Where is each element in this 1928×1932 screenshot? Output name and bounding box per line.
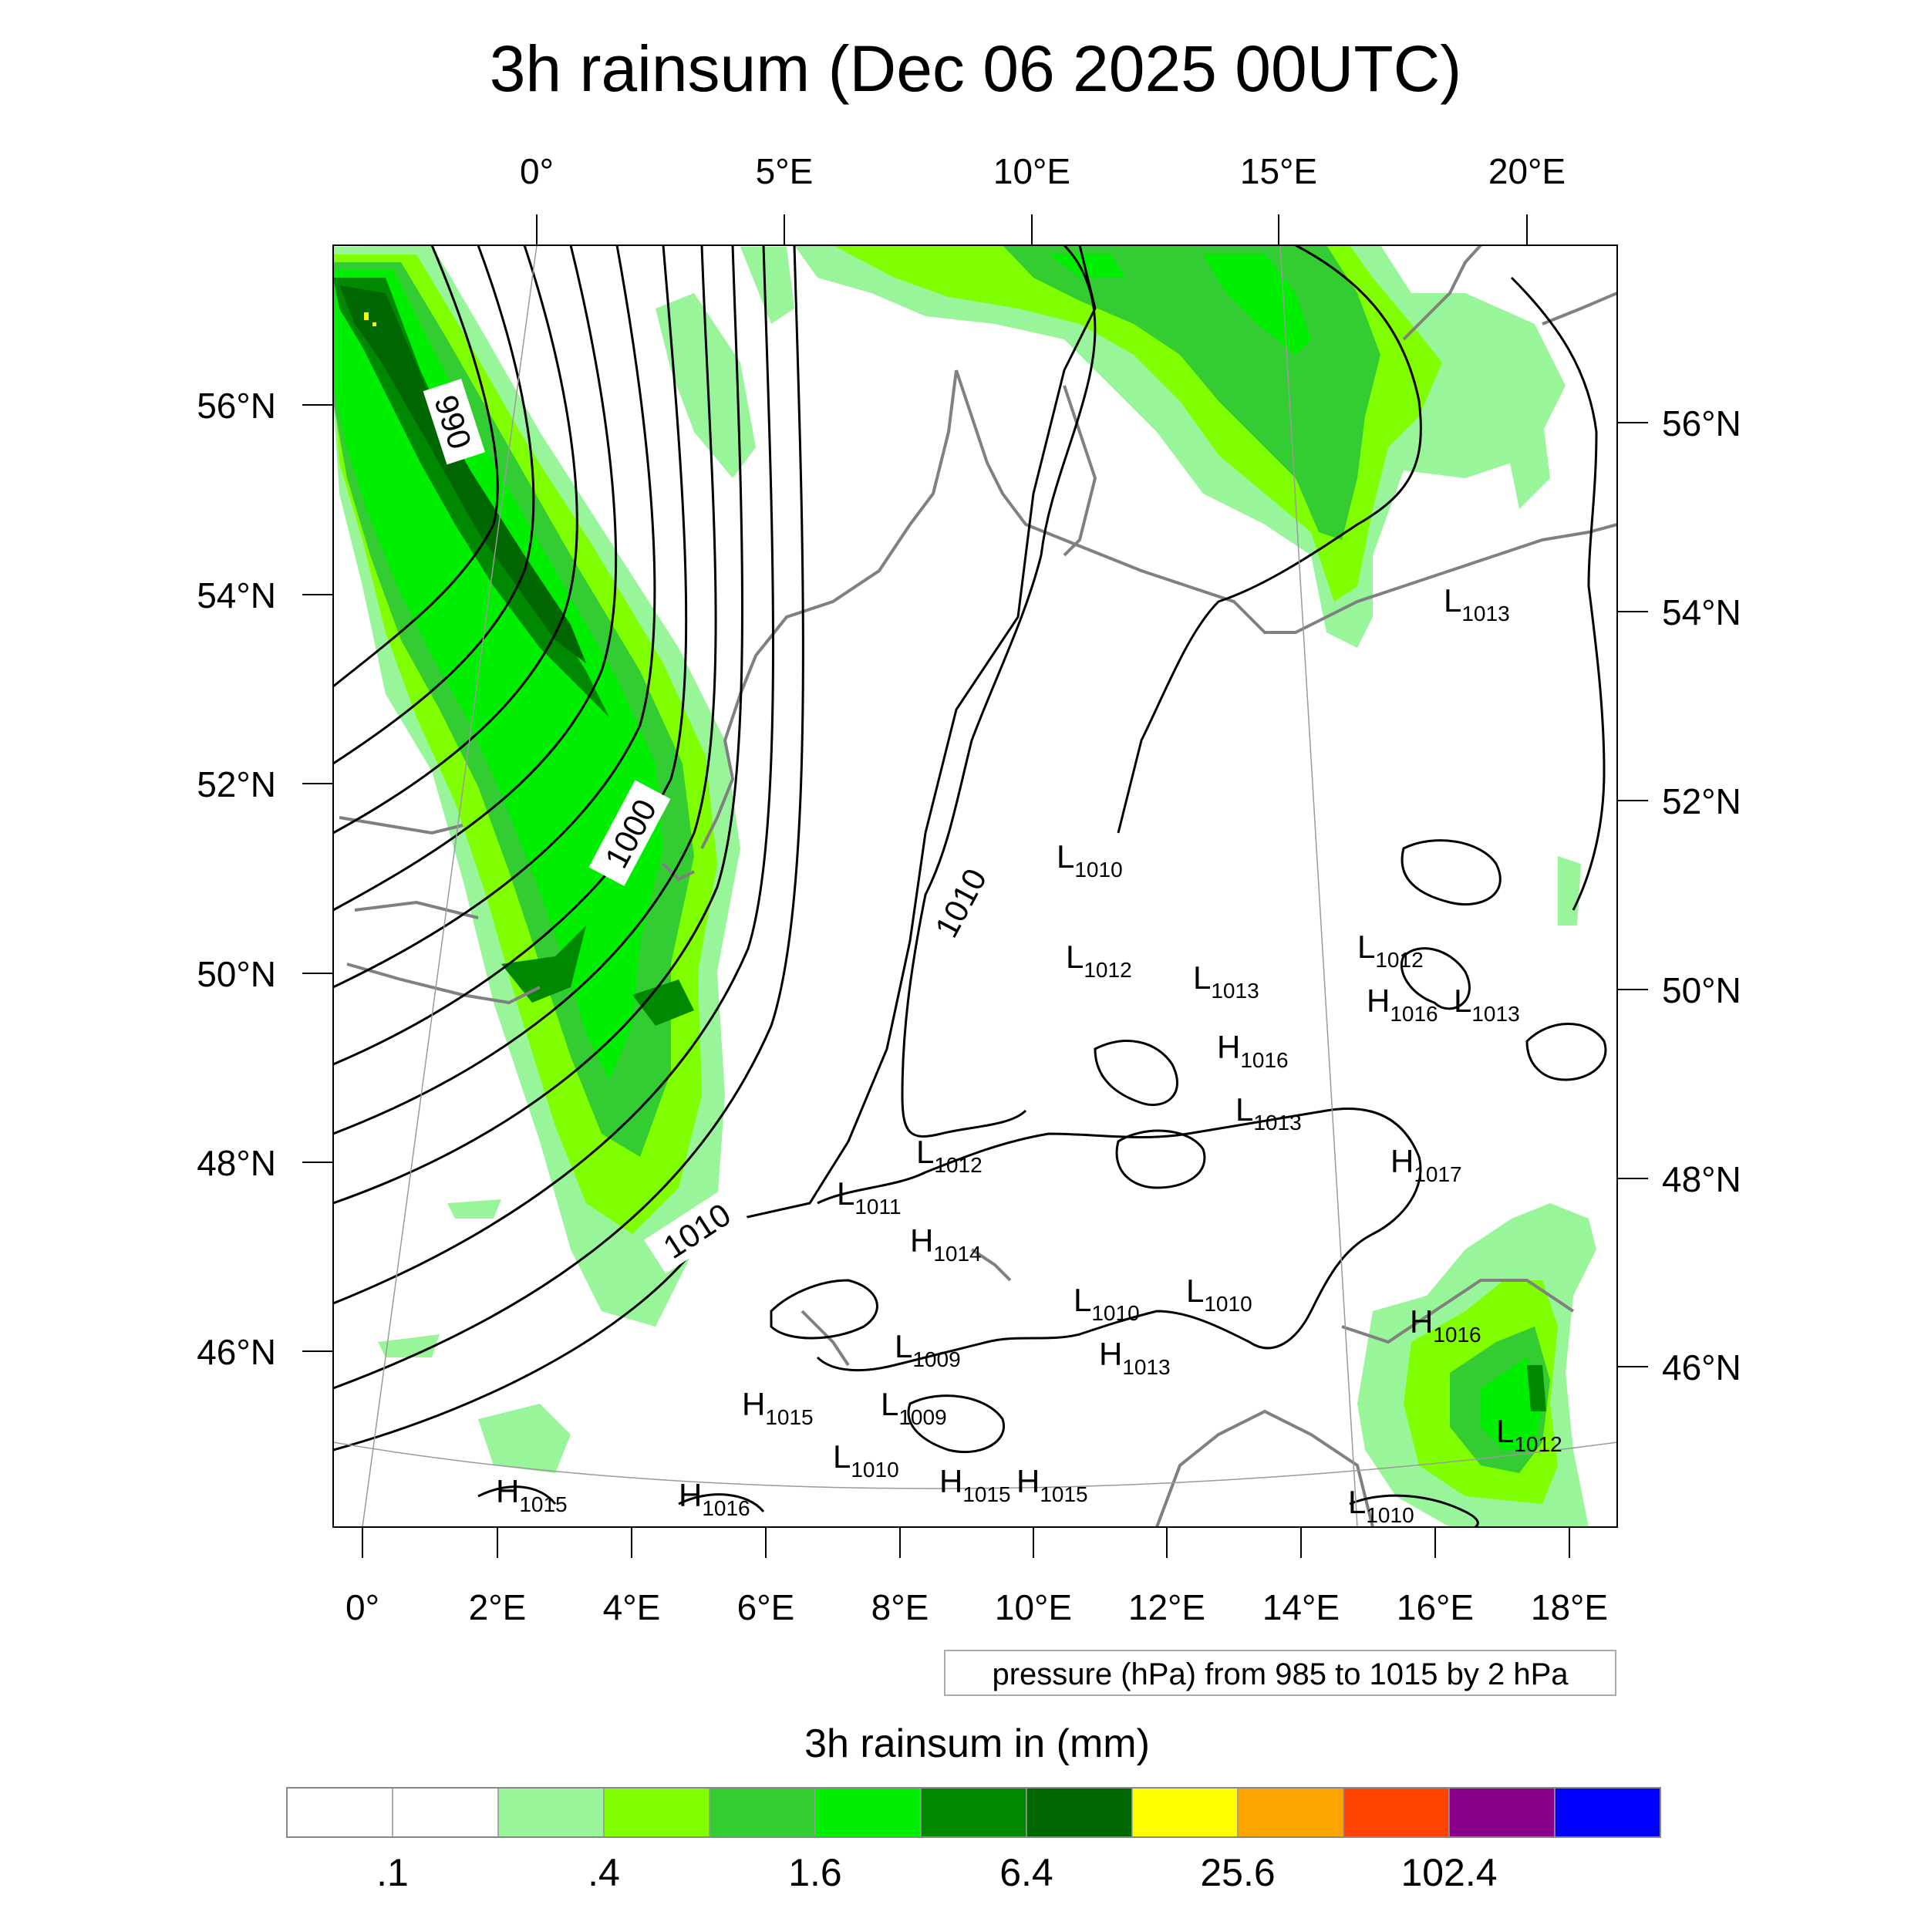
colorbar-label: .1	[376, 1851, 409, 1894]
top-lon-label: 0°	[520, 151, 554, 191]
bottom-lon-label: 16°E	[1397, 1587, 1474, 1627]
colorbar-box	[1554, 1787, 1661, 1838]
pressure-center-label: L1010	[1348, 1484, 1414, 1527]
pressure-center-label: L1009	[881, 1386, 947, 1429]
pressure-center-label: H1016	[1217, 1029, 1289, 1072]
pressure-center-label: L1012	[916, 1134, 983, 1177]
left-lat-label: 48°N	[197, 1143, 276, 1183]
colorbar-box	[603, 1787, 710, 1838]
colorbar-legend: 3h rainsum in (mm) .1 .4 1.6 6.4 25.6 102.4	[286, 1721, 1661, 1894]
bottom-lon-labels: 0° 2°E 4°E 6°E 8°E 10°E 12°E 14°E 16°E 1…	[345, 1587, 1608, 1627]
isobars	[333, 245, 1607, 1527]
pressure-center-label: H1015	[742, 1386, 814, 1429]
colorbar-label: 1.6	[788, 1851, 842, 1894]
top-lon-labels: 0° 5°E 10°E 15°E 20°E	[520, 151, 1566, 191]
right-lat-label: 48°N	[1662, 1159, 1741, 1199]
bottom-lon-label: 14°E	[1262, 1587, 1340, 1627]
colorbar-box	[497, 1787, 605, 1838]
pressure-center-label: L1009	[895, 1328, 961, 1371]
pressure-center-label: H1016	[1367, 983, 1438, 1026]
rain-field-northeast	[794, 245, 1566, 648]
colorbar-box	[1237, 1787, 1344, 1838]
isobar-labels: 990 1000 1010 1010	[423, 379, 1001, 1274]
top-lon-label: 5°E	[756, 151, 814, 191]
chart-title: 3h rainsum (Dec 06 2025 00UTC)	[490, 32, 1462, 105]
right-lat-label: 50°N	[1662, 970, 1741, 1010]
map-frame	[332, 244, 1618, 1528]
left-lat-label: 46°N	[197, 1332, 276, 1372]
graticule	[333, 245, 1617, 1527]
pressure-center-label: L1012	[1357, 929, 1424, 972]
pressure-center-label: H1017	[1390, 1143, 1462, 1186]
colorbar-boxes	[286, 1787, 1661, 1838]
ticks	[302, 214, 1648, 1558]
pressure-center-label: L1013	[1235, 1091, 1302, 1135]
colorbar-box	[709, 1787, 816, 1838]
bottom-lon-label: 10°E	[995, 1587, 1072, 1627]
pressure-center-label: H1016	[679, 1477, 750, 1520]
left-lat-label: 52°N	[197, 764, 276, 804]
left-lat-labels: 56°N 54°N 52°N 50°N 48°N 46°N	[197, 386, 276, 1372]
top-lon-label: 20°E	[1488, 151, 1566, 191]
pressure-center-label: H1014	[910, 1222, 982, 1266]
pressure-center-label: H1013	[1099, 1336, 1171, 1379]
rain-field-southeast	[1357, 416, 1596, 1527]
bottom-lon-label: 12°E	[1128, 1587, 1205, 1627]
right-lat-labels: 56°N 54°N 52°N 50°N 48°N 46°N	[1662, 403, 1741, 1387]
pressure-note: pressure (hPa) from 985 to 1015 by 2 hPa	[944, 1650, 1616, 1696]
map-area	[332, 244, 1618, 1528]
pressure-center-label: L1012	[1066, 939, 1132, 982]
colorbar-outline	[286, 1787, 1661, 1838]
pressure-center-label: L1010	[833, 1438, 899, 1482]
bottom-lon-label: 4°E	[603, 1587, 661, 1627]
pressure-center-label: H1015	[1016, 1463, 1088, 1506]
pressure-center-label: L1013	[1193, 959, 1259, 1003]
colorbar-box	[920, 1787, 1027, 1838]
left-lat-label: 56°N	[197, 386, 276, 426]
pressure-center-label: L1010	[1057, 838, 1123, 882]
colorbar-label: 102.4	[1400, 1851, 1497, 1894]
right-lat-label: 54°N	[1662, 592, 1741, 632]
colorbar-box	[1448, 1787, 1556, 1838]
pressure-center-label: L1013	[1454, 983, 1520, 1026]
colorbar-label: .4	[588, 1851, 620, 1894]
colorbar-box	[392, 1787, 499, 1838]
pressure-note-text: pressure (hPa) from 985 to 1015 by 2 hPa	[992, 1657, 1569, 1691]
bottom-lon-label: 18°E	[1531, 1587, 1608, 1627]
pressure-center-label: L1012	[1496, 1413, 1562, 1456]
legend-title: 3h rainsum in (mm)	[804, 1721, 1150, 1766]
bottom-lon-label: 8°E	[871, 1587, 929, 1627]
pressure-center-label: L1010	[1186, 1273, 1252, 1316]
colorbar-box	[1131, 1787, 1239, 1838]
rain-field-west	[333, 245, 794, 1473]
left-lat-label: 54°N	[197, 575, 276, 615]
left-lat-label: 50°N	[197, 954, 276, 994]
pressure-center-label: L1011	[837, 1175, 902, 1219]
colorbar-box	[1026, 1787, 1133, 1838]
right-lat-label: 46°N	[1662, 1347, 1741, 1387]
bottom-lon-label: 0°	[345, 1587, 379, 1627]
pressure-centers: L1013 L1010 L1012 L1013 L1012 H1016 L1013 H1016…	[496, 582, 1562, 1527]
colorbar-label: 6.4	[999, 1851, 1053, 1894]
top-lon-label: 15°E	[1240, 151, 1317, 191]
bottom-lon-label: 6°E	[737, 1587, 795, 1627]
colorbar-box	[814, 1787, 922, 1838]
pressure-center-label: H1015	[939, 1463, 1011, 1506]
right-lat-label: 56°N	[1662, 403, 1741, 443]
coastlines	[339, 245, 1617, 1527]
pressure-center-label: L1010	[1074, 1282, 1140, 1325]
colorbar-box	[286, 1787, 393, 1838]
bottom-lon-label: 2°E	[469, 1587, 527, 1627]
colorbar-labels: .1 .4 1.6 6.4 25.6 102.4	[376, 1851, 1497, 1894]
pressure-center-label: L1013	[1444, 582, 1510, 625]
colorbar-box	[1343, 1787, 1450, 1838]
top-lon-label: 10°E	[993, 151, 1070, 191]
colorbar-label: 25.6	[1200, 1851, 1275, 1894]
right-lat-label: 52°N	[1662, 781, 1741, 821]
pressure-center-label: H1015	[496, 1473, 568, 1516]
pressure-center-label: H1016	[1410, 1303, 1481, 1347]
